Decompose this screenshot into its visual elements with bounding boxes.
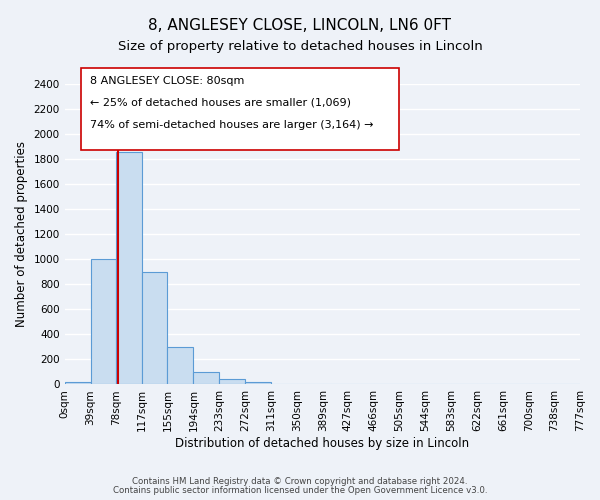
Text: 8, ANGLESEY CLOSE, LINCOLN, LN6 0FT: 8, ANGLESEY CLOSE, LINCOLN, LN6 0FT — [149, 18, 452, 32]
Bar — [219, 380, 245, 384]
Text: Size of property relative to detached houses in Lincoln: Size of property relative to detached ho… — [118, 40, 482, 53]
Text: 8 ANGLESEY CLOSE: 80sqm: 8 ANGLESEY CLOSE: 80sqm — [90, 76, 244, 86]
Bar — [142, 272, 167, 384]
Text: ← 25% of detached houses are smaller (1,069): ← 25% of detached houses are smaller (1,… — [90, 98, 351, 108]
Text: Contains public sector information licensed under the Open Government Licence v3: Contains public sector information licen… — [113, 486, 487, 495]
X-axis label: Distribution of detached houses by size in Lincoln: Distribution of detached houses by size … — [175, 437, 469, 450]
Bar — [245, 382, 271, 384]
Bar — [65, 382, 91, 384]
Y-axis label: Number of detached properties: Number of detached properties — [15, 141, 28, 327]
Bar — [116, 152, 142, 384]
Text: Contains HM Land Registry data © Crown copyright and database right 2024.: Contains HM Land Registry data © Crown c… — [132, 477, 468, 486]
Text: 74% of semi-detached houses are larger (3,164) →: 74% of semi-detached houses are larger (… — [90, 120, 373, 130]
Bar — [167, 347, 193, 385]
Bar — [91, 260, 116, 384]
Bar — [193, 372, 219, 384]
